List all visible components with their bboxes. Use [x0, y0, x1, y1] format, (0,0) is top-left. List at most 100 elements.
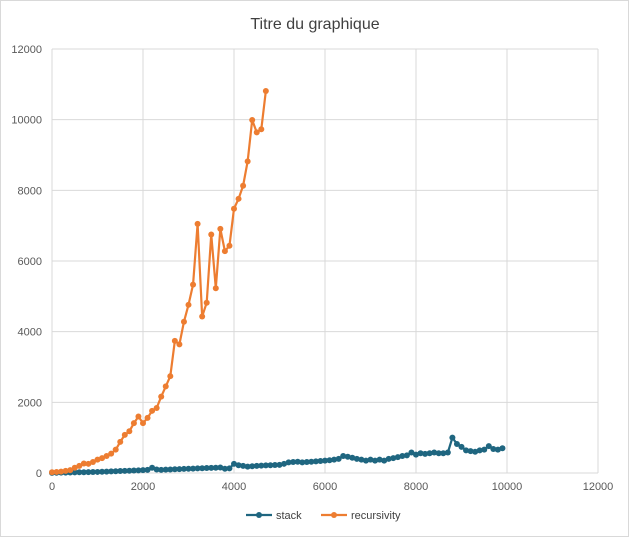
recursivity-point	[80, 460, 87, 467]
y-tick-label: 0	[36, 468, 42, 480]
stack-point	[135, 467, 142, 474]
stack-point	[444, 449, 451, 456]
stack-point	[285, 459, 292, 466]
series-recursivity	[49, 88, 269, 476]
series-stack	[49, 434, 506, 476]
recursivity-point	[121, 431, 128, 438]
stack-point	[417, 450, 424, 457]
recursivity-point	[199, 313, 206, 320]
stack-point	[208, 464, 215, 471]
stack-point	[499, 445, 506, 452]
stack-point	[435, 450, 442, 457]
gridlines	[51, 48, 599, 474]
stack-point	[162, 466, 169, 473]
stack-point	[199, 465, 206, 472]
stack-point	[262, 462, 269, 469]
series-layer	[49, 88, 506, 476]
recursivity-point	[58, 468, 65, 475]
stack-point	[344, 453, 351, 460]
stack-point	[108, 468, 115, 475]
legend-item-stack: stack	[246, 510, 302, 522]
y-tick-label: 10000	[11, 115, 42, 127]
legend-item-recursivity: recursivity	[321, 510, 401, 522]
stack-point	[394, 454, 401, 461]
stack-point	[485, 443, 492, 450]
stack-point	[244, 463, 251, 470]
stack-point	[340, 453, 347, 460]
recursivity-point	[208, 231, 215, 238]
stack-point	[221, 465, 228, 472]
recursivity-point	[258, 126, 265, 133]
recursivity-point	[180, 318, 187, 325]
stack-point	[322, 457, 328, 464]
chart-title: Titre du graphique	[250, 16, 379, 33]
recursivity-point	[135, 413, 142, 420]
stack-point	[253, 462, 260, 469]
stack-point	[385, 455, 392, 462]
stack-point	[472, 448, 479, 455]
stack-point	[226, 465, 233, 472]
stack-point	[94, 468, 101, 475]
stack-point	[194, 465, 201, 472]
stack-point	[130, 467, 137, 474]
recursivity-point	[176, 341, 183, 348]
recursivity-point	[244, 158, 251, 165]
recursivity-point	[194, 220, 201, 227]
stack-point	[258, 462, 265, 469]
stack-point	[467, 448, 474, 455]
stack-point	[167, 466, 174, 473]
stack-point	[185, 465, 192, 472]
recursivity-point	[185, 301, 192, 308]
stack-point	[290, 459, 297, 466]
y-tick-label: 2000	[18, 397, 42, 409]
x-tick-label: 12000	[583, 481, 614, 493]
recursivity-point	[262, 88, 269, 95]
legend-marker-stack	[256, 512, 262, 518]
y-tick-label: 12000	[11, 44, 42, 56]
stack-point	[276, 461, 283, 468]
recursivity-point	[203, 299, 210, 306]
stack-point	[153, 466, 160, 473]
y-tick-label: 8000	[18, 185, 42, 197]
legend-marker-recursivity	[331, 512, 337, 518]
stack-point	[381, 457, 388, 464]
stack-point	[299, 459, 306, 466]
recursivity-point	[49, 469, 55, 476]
stack-point	[203, 465, 210, 472]
stack-point	[426, 450, 433, 457]
recursivity-point	[249, 117, 256, 124]
stack-point	[99, 468, 106, 475]
stack-point	[449, 434, 456, 441]
stack-point	[490, 445, 497, 452]
stack-point	[121, 467, 128, 474]
stack-point	[85, 469, 92, 476]
recursivity-point	[126, 428, 133, 435]
recursivity-point	[231, 205, 237, 212]
stack-point	[267, 462, 274, 469]
legend-label-recursivity: recursivity	[351, 510, 401, 522]
y-tick-label: 6000	[18, 256, 42, 268]
stack-point	[358, 456, 365, 463]
stack-point	[117, 468, 124, 475]
stack-point	[440, 450, 447, 457]
stack-point	[212, 464, 219, 471]
recursivity-point	[76, 462, 83, 469]
stack-point	[303, 459, 310, 466]
recursivity-point	[112, 446, 119, 453]
recursivity-point	[144, 414, 151, 421]
recursivity-point	[94, 456, 101, 463]
recursivity-point	[226, 242, 233, 249]
recursivity-point	[167, 373, 174, 380]
stack-point	[458, 443, 465, 450]
recursivity-point	[53, 468, 60, 475]
stack-point	[71, 469, 78, 476]
stack-point	[271, 462, 278, 469]
x-tick-label: 4000	[222, 481, 246, 493]
stack-point	[413, 451, 419, 458]
stack-point	[376, 456, 383, 463]
stack-point	[481, 446, 488, 453]
stack-point	[453, 441, 460, 448]
stack-point	[312, 458, 319, 465]
recursivity-point	[62, 467, 69, 474]
